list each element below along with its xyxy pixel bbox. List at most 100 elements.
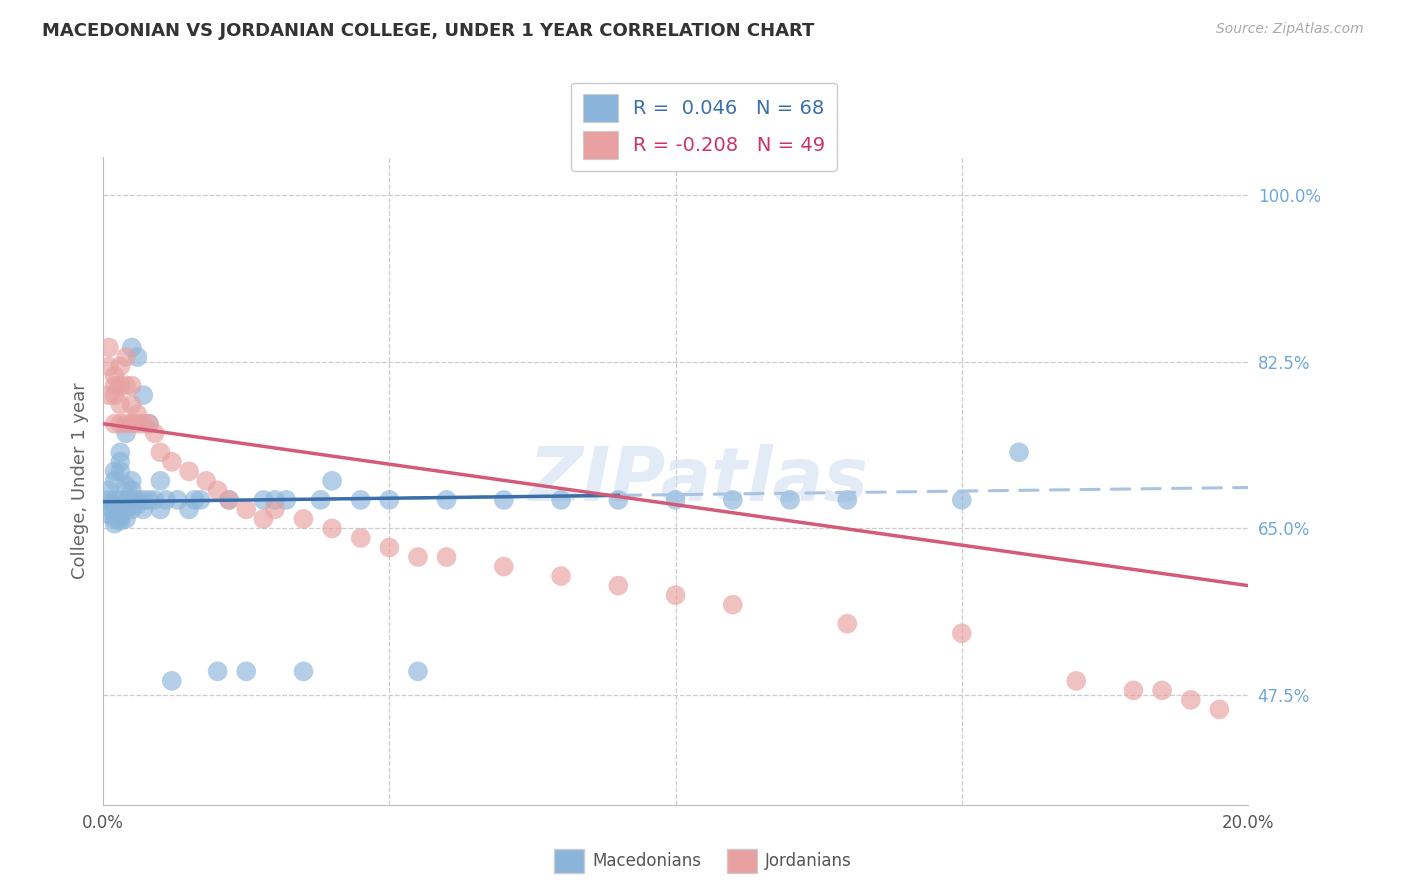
Point xyxy=(110,507,132,521)
Point xyxy=(121,378,143,392)
Point xyxy=(132,492,155,507)
Point xyxy=(121,474,143,488)
Point xyxy=(350,492,373,507)
Point xyxy=(149,445,172,459)
Point xyxy=(321,474,343,488)
Point xyxy=(950,492,973,507)
Point xyxy=(103,464,125,478)
Point xyxy=(263,502,285,516)
Point xyxy=(138,492,160,507)
Point xyxy=(321,521,343,535)
Point xyxy=(1208,702,1230,716)
Point xyxy=(550,492,572,507)
Point xyxy=(276,492,298,507)
Legend: R =  0.046   N = 68, R = -0.208   N = 49: R = 0.046 N = 68, R = -0.208 N = 49 xyxy=(571,83,837,170)
Point xyxy=(138,417,160,431)
Y-axis label: College, Under 1 year: College, Under 1 year xyxy=(72,383,89,579)
Point xyxy=(143,426,166,441)
Point xyxy=(218,492,240,507)
Point xyxy=(1064,673,1087,688)
Point xyxy=(292,512,315,526)
Point xyxy=(166,492,188,507)
Point xyxy=(950,626,973,640)
Point xyxy=(103,388,125,402)
Point xyxy=(406,549,429,564)
Point xyxy=(607,492,630,507)
Point xyxy=(103,369,125,384)
Point xyxy=(110,445,132,459)
Point xyxy=(160,455,183,469)
Point xyxy=(607,579,630,593)
Point xyxy=(115,478,138,492)
Point xyxy=(115,512,138,526)
Point xyxy=(115,426,138,441)
Point xyxy=(110,417,132,431)
Point xyxy=(155,492,177,507)
Point xyxy=(664,588,686,602)
Point xyxy=(235,665,257,679)
Point xyxy=(121,492,143,507)
Point xyxy=(103,378,125,392)
Point xyxy=(143,492,166,507)
Point xyxy=(121,398,143,412)
Point xyxy=(121,341,143,355)
Point xyxy=(121,417,143,431)
Point xyxy=(721,598,744,612)
Point xyxy=(132,502,155,516)
Point xyxy=(779,492,801,507)
Point xyxy=(207,483,229,498)
Point xyxy=(103,474,125,488)
Point xyxy=(309,492,332,507)
Point xyxy=(1152,683,1174,698)
Text: ZIPatlas: ZIPatlas xyxy=(529,444,869,517)
Point xyxy=(378,492,401,507)
Point xyxy=(103,504,125,518)
Point xyxy=(110,492,132,507)
Point xyxy=(103,417,125,431)
Text: Source: ZipAtlas.com: Source: ZipAtlas.com xyxy=(1216,22,1364,37)
Point xyxy=(837,616,859,631)
Point xyxy=(1122,683,1144,698)
Point xyxy=(292,665,315,679)
Point xyxy=(127,407,149,421)
Point xyxy=(235,502,257,516)
Point xyxy=(115,417,138,431)
Point xyxy=(436,492,458,507)
Point xyxy=(97,507,120,521)
Point xyxy=(110,398,132,412)
Point xyxy=(406,665,429,679)
Point xyxy=(110,455,132,469)
Point xyxy=(1180,693,1202,707)
Point xyxy=(115,492,138,507)
Point xyxy=(183,492,205,507)
Legend: Macedonians, Jordanians: Macedonians, Jordanians xyxy=(547,842,859,880)
Point xyxy=(115,350,138,364)
Point xyxy=(97,500,120,515)
Point xyxy=(103,492,125,507)
Point xyxy=(837,492,859,507)
Point xyxy=(149,474,172,488)
Point xyxy=(97,483,120,498)
Point xyxy=(436,549,458,564)
Point xyxy=(132,417,155,431)
Point xyxy=(218,492,240,507)
Point xyxy=(115,378,138,392)
Point xyxy=(127,492,149,507)
Point xyxy=(110,501,132,516)
Point xyxy=(721,492,744,507)
Point xyxy=(263,492,285,507)
Point xyxy=(177,502,200,516)
Point xyxy=(121,502,143,516)
Point xyxy=(132,388,155,402)
Point xyxy=(149,502,172,516)
Point xyxy=(160,673,183,688)
Point xyxy=(110,510,132,524)
Point xyxy=(110,359,132,374)
Point xyxy=(252,492,274,507)
Point xyxy=(121,483,143,498)
Point xyxy=(127,498,149,512)
Point xyxy=(127,350,149,364)
Point xyxy=(492,559,515,574)
Point xyxy=(97,359,120,374)
Point xyxy=(378,541,401,555)
